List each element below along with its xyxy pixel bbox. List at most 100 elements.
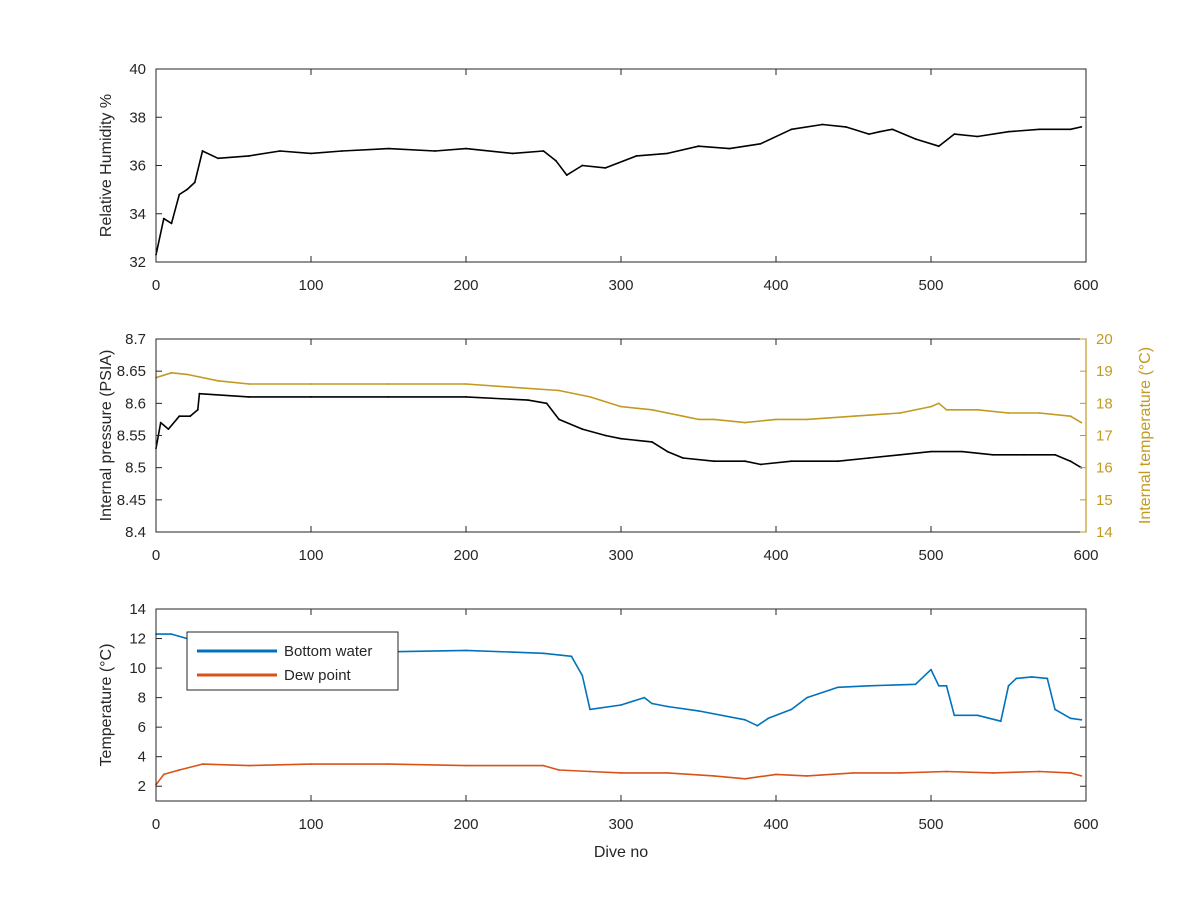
data-point bbox=[570, 655, 573, 658]
y2-tick-label: 20 bbox=[1096, 331, 1113, 348]
data-point bbox=[666, 772, 669, 774]
data-point bbox=[697, 710, 700, 712]
data-point bbox=[1080, 421, 1083, 424]
y-axis-label: Relative Humidity % bbox=[98, 94, 115, 237]
y-tick-label: 2 bbox=[138, 778, 146, 795]
data-point bbox=[992, 772, 994, 774]
data-point bbox=[178, 769, 181, 771]
data-point bbox=[806, 418, 808, 421]
data-point bbox=[930, 450, 932, 453]
data-point bbox=[558, 418, 560, 421]
x-tick-label: 300 bbox=[608, 547, 633, 564]
data-point bbox=[879, 130, 881, 133]
x-tick-label: 400 bbox=[763, 816, 788, 833]
data-point bbox=[248, 764, 250, 767]
data-point bbox=[465, 649, 467, 652]
data-point bbox=[914, 138, 917, 140]
y-tick-label: 38 bbox=[129, 109, 146, 126]
data-point bbox=[891, 128, 894, 131]
data-point bbox=[775, 773, 777, 776]
data-point bbox=[1038, 128, 1041, 131]
data-point bbox=[1069, 772, 1072, 774]
data-point bbox=[167, 428, 170, 430]
data-point bbox=[976, 408, 979, 411]
plot-frame bbox=[155, 68, 1087, 263]
data-point bbox=[899, 412, 901, 414]
x-tick-label: 100 bbox=[298, 547, 323, 564]
x-tick-label: 600 bbox=[1073, 547, 1098, 564]
data-point bbox=[545, 402, 548, 405]
data-point bbox=[589, 396, 591, 398]
data-point bbox=[589, 708, 591, 711]
data-point bbox=[196, 408, 199, 411]
data-point bbox=[930, 668, 932, 671]
y-tick-label: 36 bbox=[129, 158, 146, 175]
data-point bbox=[744, 777, 746, 780]
data-point bbox=[682, 457, 684, 459]
data-point bbox=[162, 773, 165, 776]
data-point bbox=[1069, 415, 1072, 418]
data-point bbox=[713, 418, 715, 421]
data-point bbox=[999, 720, 1002, 723]
x-tick-label: 0 bbox=[152, 277, 160, 294]
legend-label: Dew point bbox=[284, 667, 352, 684]
data-point bbox=[581, 428, 584, 430]
data-point bbox=[697, 418, 700, 421]
data-point bbox=[1054, 453, 1056, 456]
data-point bbox=[465, 147, 467, 150]
data-point bbox=[201, 763, 204, 765]
data-point bbox=[837, 460, 839, 463]
data-point bbox=[775, 418, 777, 421]
y-tick-label: 6 bbox=[138, 719, 146, 736]
data-point bbox=[744, 718, 746, 721]
data-point bbox=[248, 383, 250, 385]
data-point bbox=[682, 415, 684, 418]
x-tick-label: 0 bbox=[152, 547, 160, 564]
plot-frame bbox=[155, 338, 1087, 533]
data-point bbox=[186, 373, 188, 376]
data-point bbox=[217, 379, 219, 382]
data-point bbox=[744, 460, 746, 463]
data-point bbox=[1080, 718, 1083, 721]
data-point bbox=[852, 415, 855, 418]
y-tick-label: 32 bbox=[129, 254, 146, 271]
data-point bbox=[170, 371, 173, 374]
y-tick-label: 8.6 bbox=[125, 395, 146, 412]
pressure-temperature-panel: 0 100 200 300 400 500 600 8.4 8.45 8.5 8.55 8.6 8.65… bbox=[98, 331, 1154, 564]
data-point bbox=[198, 392, 201, 395]
x-tick-label: 0 bbox=[152, 816, 160, 833]
x-tick-label: 200 bbox=[453, 816, 478, 833]
data-point bbox=[581, 674, 584, 677]
y-tick-label: 8.55 bbox=[117, 428, 146, 445]
data-point bbox=[558, 769, 560, 771]
series-line-p1-s1 bbox=[155, 372, 1082, 424]
data-point bbox=[976, 135, 979, 138]
data-point bbox=[806, 696, 808, 699]
data-point bbox=[279, 150, 281, 152]
data-point bbox=[945, 684, 948, 687]
y-tick-label: 8.65 bbox=[117, 363, 146, 380]
y-tick-label: 12 bbox=[129, 631, 146, 648]
data-point bbox=[310, 383, 312, 385]
x-tick-label: 600 bbox=[1073, 277, 1098, 294]
data-point bbox=[1069, 460, 1072, 463]
data-point bbox=[1007, 684, 1010, 687]
data-point bbox=[821, 123, 824, 126]
data-point bbox=[604, 167, 607, 169]
y-tick-label: 8.45 bbox=[117, 492, 146, 509]
data-point bbox=[511, 152, 514, 155]
legend-label: Bottom water bbox=[284, 643, 372, 660]
legend-box bbox=[186, 631, 399, 691]
data-point bbox=[937, 145, 940, 148]
series-line-p0-s0 bbox=[155, 123, 1082, 255]
data-point bbox=[728, 147, 731, 150]
data-point bbox=[581, 164, 584, 167]
data-point bbox=[1054, 708, 1056, 711]
y2-tick-label: 19 bbox=[1096, 363, 1113, 380]
data-point bbox=[1007, 130, 1010, 133]
data-point bbox=[193, 181, 196, 184]
data-point bbox=[759, 142, 762, 145]
data-point bbox=[1007, 412, 1010, 414]
data-point bbox=[387, 147, 390, 150]
